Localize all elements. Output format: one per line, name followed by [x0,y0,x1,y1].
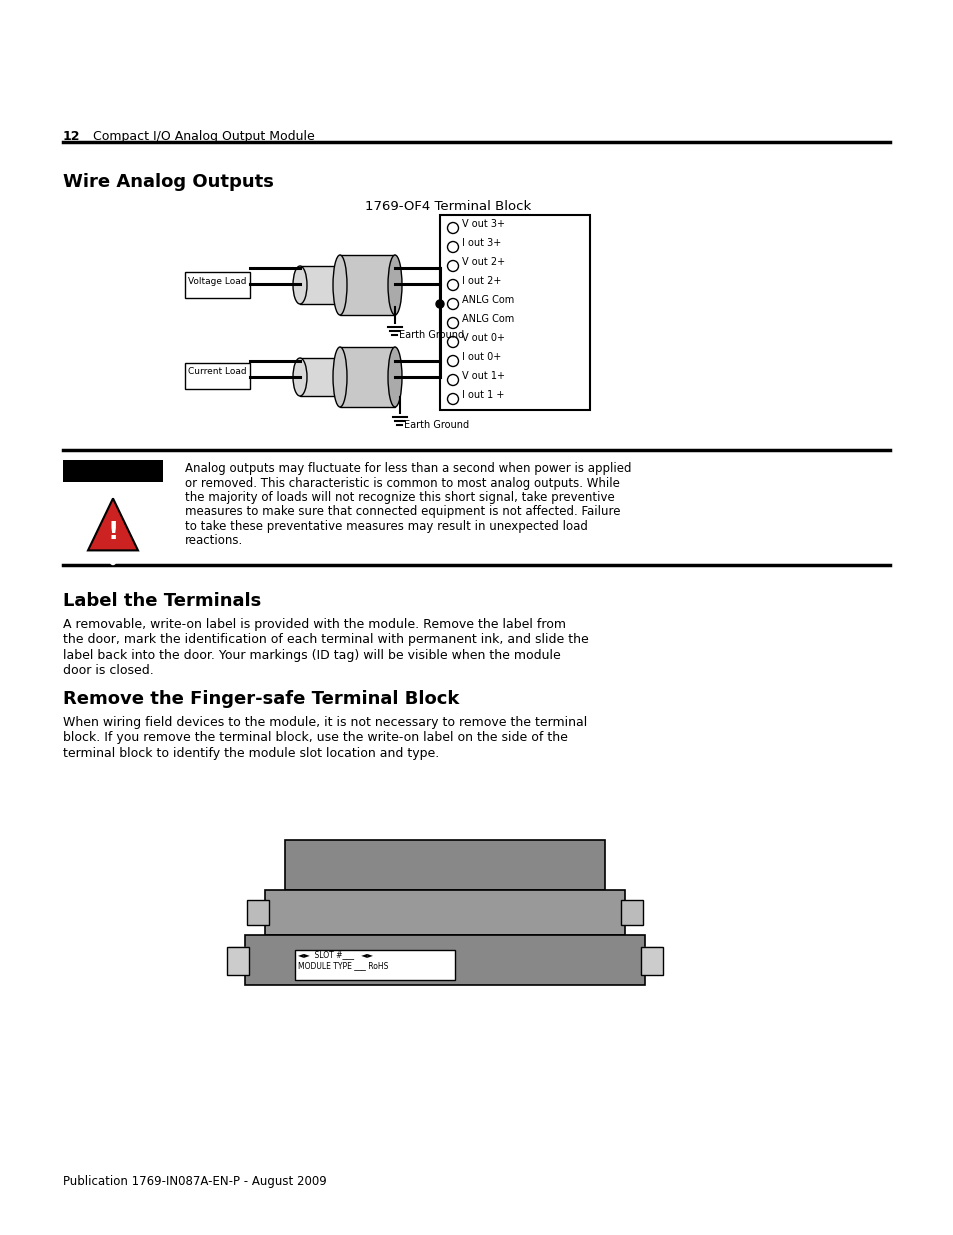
Text: reactions.: reactions. [185,535,243,547]
Bar [285,840,604,890]
Text: V out 2+: V out 2+ [461,257,504,267]
Text: the majority of loads will not recognize this short signal, take preventive: the majority of loads will not recognize… [185,492,614,504]
Text: 1769-OF4 Terminal Block: 1769-OF4 Terminal Block [365,200,531,212]
Circle shape [447,279,458,290]
Text: to take these preventative measures may result in unexpected load: to take these preventative measures may … [185,520,587,534]
Circle shape [447,261,458,272]
Polygon shape [88,499,138,551]
Text: A removable, write-on label is provided with the module. Remove the label from: A removable, write-on label is provided … [63,618,565,631]
Text: I out 1 +: I out 1 + [461,390,504,400]
Text: Voltage Load: Voltage Load [188,277,247,285]
Text: ◄►  SLOT #___   ◄►: ◄► SLOT #___ ◄► [297,951,373,960]
Text: V out 0+: V out 0+ [461,333,504,343]
Text: I out 3+: I out 3+ [461,238,500,248]
Circle shape [447,336,458,347]
Ellipse shape [388,347,401,408]
Bar [299,266,379,304]
Circle shape [447,242,458,252]
Text: Earth Ground: Earth Ground [398,330,464,340]
Text: Compact I/O Analog Output Module: Compact I/O Analog Output Module [92,130,314,143]
Bar [439,215,589,410]
Ellipse shape [373,266,387,304]
Text: ANLG Com: ANLG Com [461,295,514,305]
Circle shape [447,222,458,233]
Text: door is closed.: door is closed. [63,664,153,678]
Text: When wiring field devices to the module, it is not necessary to remove the termi: When wiring field devices to the module,… [63,716,587,729]
Text: ANLG Com: ANLG Com [461,314,514,324]
Bar [294,950,455,981]
Circle shape [436,300,443,308]
Text: Analog outputs may fluctuate for less than a second when power is applied: Analog outputs may fluctuate for less th… [185,462,631,475]
Bar [227,947,249,974]
Ellipse shape [293,266,307,304]
Circle shape [447,317,458,329]
Bar [185,363,250,389]
Text: Label the Terminals: Label the Terminals [63,592,261,610]
Circle shape [447,299,458,310]
Text: I out 0+: I out 0+ [461,352,500,362]
Ellipse shape [373,358,387,396]
Text: V out 3+: V out 3+ [461,219,504,228]
Text: I out 2+: I out 2+ [461,275,501,287]
Bar [265,890,624,935]
Text: Current Load: Current Load [188,368,247,377]
Text: Publication 1769-IN087A-EN-P - August 2009: Publication 1769-IN087A-EN-P - August 20… [63,1174,327,1188]
Circle shape [111,559,115,564]
Circle shape [447,394,458,405]
Bar [245,935,644,986]
Bar [339,347,395,408]
Bar [299,358,379,396]
Text: terminal block to identify the module slot location and type.: terminal block to identify the module sl… [63,747,438,760]
Text: label back into the door. Your markings (ID tag) will be visible when the module: label back into the door. Your markings … [63,650,560,662]
Text: V out 1+: V out 1+ [461,370,504,382]
Bar [620,900,642,925]
Text: measures to make sure that connected equipment is not affected. Failure: measures to make sure that connected equ… [185,505,619,519]
Text: the door, mark the identification of each terminal with permanent ink, and slide: the door, mark the identification of eac… [63,634,588,646]
Text: ATTENTION: ATTENTION [73,464,152,478]
Bar [339,254,395,315]
Bar [247,900,269,925]
Circle shape [447,374,458,385]
Text: MODULE TYPE ___ RoHS: MODULE TYPE ___ RoHS [297,962,388,971]
Text: Remove the Finger-safe Terminal Block: Remove the Finger-safe Terminal Block [63,690,459,708]
Text: block. If you remove the terminal block, use the write-on label on the side of t: block. If you remove the terminal block,… [63,731,567,745]
Text: !: ! [107,520,118,543]
Bar [63,459,163,482]
Bar [185,272,250,298]
Ellipse shape [333,347,347,408]
Bar [640,947,662,974]
Ellipse shape [293,358,307,396]
Ellipse shape [388,254,401,315]
Text: Wire Analog Outputs: Wire Analog Outputs [63,173,274,191]
Ellipse shape [333,254,347,315]
Text: or removed. This characteristic is common to most analog outputs. While: or removed. This characteristic is commo… [185,477,619,489]
Text: 12: 12 [63,130,80,143]
Circle shape [447,356,458,367]
Text: Earth Ground: Earth Ground [403,420,469,430]
